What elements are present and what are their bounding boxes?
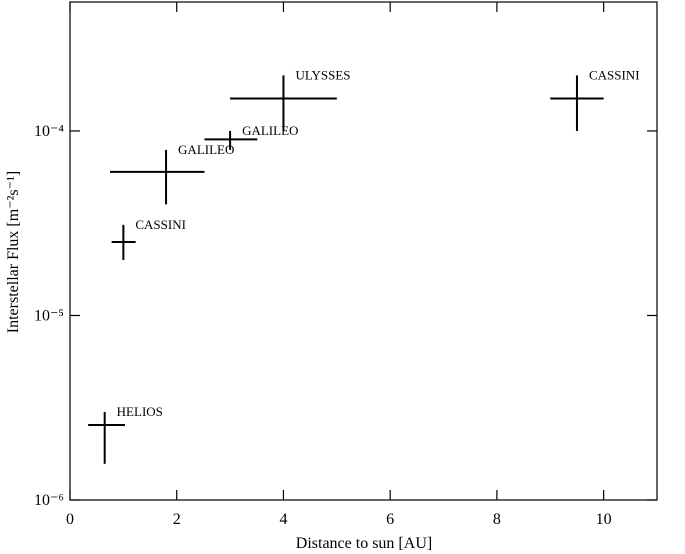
x-axis-label: Distance to sun [AU]: [296, 535, 432, 552]
point-label: ULYSSES: [295, 67, 350, 82]
point-label: CASSINI: [135, 217, 186, 232]
x-tick-label: 0: [66, 511, 74, 528]
point-label: CASSINI: [589, 67, 640, 82]
x-tick-label: 6: [386, 511, 394, 528]
plot-frame: [69, 1, 658, 501]
y-tick-label: 10⁻⁶: [34, 492, 64, 509]
point-label: HELIOS: [117, 404, 163, 419]
point-label: GALILEO: [178, 142, 234, 157]
y-tick-label: 10⁻⁵: [34, 307, 64, 324]
x-tick-label: 4: [279, 511, 287, 528]
y-tick-label: 10⁻⁴: [34, 123, 64, 140]
y-axis-label: Interstellar Flux [m⁻²s⁻¹]: [5, 171, 22, 333]
point-label: GALILEO: [242, 123, 298, 138]
x-tick-label: 2: [173, 511, 181, 528]
x-tick-label: 8: [493, 511, 501, 528]
x-tick-label: 10: [596, 511, 612, 528]
